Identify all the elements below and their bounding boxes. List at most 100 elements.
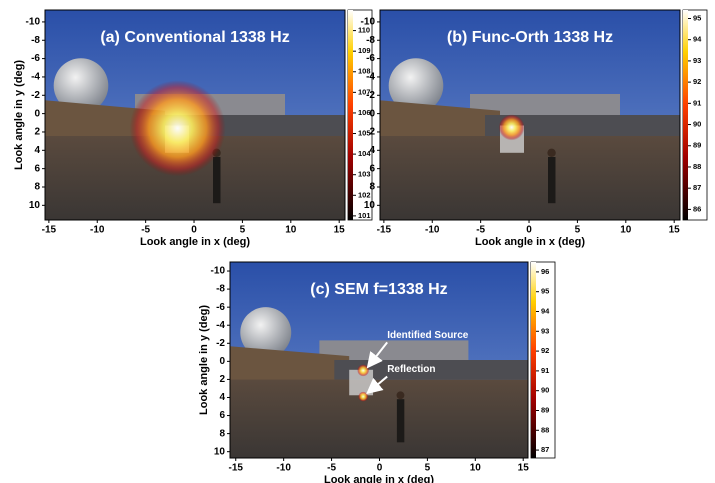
y-tick-label: 0 [369, 108, 375, 119]
x-tick-label: 0 [191, 225, 197, 236]
hill [230, 346, 350, 384]
wall [485, 115, 680, 136]
y-tick-label: -8 [31, 35, 40, 46]
colorbar-tick-label: 91 [693, 98, 701, 107]
annotation: Reflection [387, 364, 435, 375]
y-tick-label: -4 [31, 72, 40, 83]
colorbar-tick-label: 106 [358, 108, 371, 117]
y-tick-label: -6 [31, 53, 40, 64]
annotation-arrow [366, 375, 388, 395]
colorbar-tick-label: 101 [358, 211, 371, 220]
colorbar-tick-label: 90 [693, 120, 701, 129]
colorbar-tick-label: 96 [541, 267, 549, 276]
source-peak [357, 364, 370, 377]
person-head [396, 391, 405, 400]
y-tick-label: 0 [219, 356, 225, 367]
ground [230, 379, 528, 458]
x-tick-label: 15 [518, 463, 530, 474]
y-tick-label: 6 [219, 410, 225, 421]
panel-title: (c) SEM f=1338 Hz [310, 281, 447, 298]
y-tick-label: -4 [216, 320, 225, 331]
x-tick-label: 10 [285, 225, 297, 236]
person [548, 157, 556, 204]
y-tick-label: -4 [366, 72, 375, 83]
y-tick-label: -10 [361, 17, 376, 28]
colorbar-tick-label: 88 [693, 162, 701, 171]
x-axis-label: Look angle in x (deg) [324, 474, 434, 483]
annotation-arrow [366, 341, 388, 369]
x-tick-label: 5 [240, 225, 246, 236]
y-tick-label: -8 [216, 284, 225, 295]
y-tick-label: 2 [34, 127, 40, 138]
x-tick-label: -15 [42, 225, 57, 236]
y-tick-label: 2 [219, 374, 225, 385]
colorbar-tick-label: 107 [358, 87, 371, 96]
colorbar-tick-label: 102 [358, 190, 371, 199]
y-tick-label: -8 [366, 35, 375, 46]
dome [240, 307, 292, 359]
colorbar [531, 262, 536, 458]
y-tick-label: 8 [219, 428, 225, 439]
y-tick-label: 6 [369, 163, 375, 174]
colorbar-tick-label: 105 [358, 129, 371, 138]
annotation: Identified Source [387, 330, 469, 341]
plot-frame [379, 9, 681, 221]
x-tick-label: 5 [425, 463, 431, 474]
colorbar-tick-label: 87 [541, 445, 549, 454]
x-tick-label: -10 [425, 225, 440, 236]
colorbar-tick-label: 92 [693, 77, 701, 86]
colorbar-tick-label: 87 [693, 183, 701, 192]
y-tick-label: 10 [364, 200, 376, 211]
y-tick-label: -2 [216, 338, 225, 349]
colorbar [348, 10, 353, 220]
colorbar-tick-label: 88 [541, 425, 549, 434]
colorbar-tick-label: 86 [693, 204, 701, 213]
colorbar-tick-label: 110 [358, 26, 370, 35]
colorbar-tick-label: 89 [541, 405, 549, 414]
y-tick-label: -10 [26, 17, 41, 28]
colorbar-tick-label: 108 [358, 67, 371, 76]
y-tick-label: 6 [34, 163, 40, 174]
y-tick-label: 4 [369, 145, 375, 156]
plot-frame [44, 9, 346, 221]
y-tick-label: 0 [34, 108, 40, 119]
person [213, 157, 221, 204]
y-tick-label: 10 [29, 200, 41, 211]
colorbar-tick-label: 92 [541, 346, 549, 355]
colorbar-tick-label: 93 [541, 326, 549, 335]
dome [388, 58, 444, 113]
colorbar-tick-label: 93 [693, 56, 701, 65]
x-tick-label: 5 [575, 225, 581, 236]
x-axis-label: Look angle in x (deg) [140, 236, 250, 248]
colorbar [683, 10, 688, 220]
buildings [319, 340, 469, 364]
colorbar-tick-label: 95 [693, 13, 701, 22]
source-peak [129, 80, 226, 177]
person [396, 399, 405, 443]
y-tick-label: -2 [366, 90, 375, 101]
x-tick-label: -10 [90, 225, 105, 236]
x-tick-label: 0 [377, 463, 383, 474]
colorbar-tick-label: 91 [541, 366, 549, 375]
y-tick-label: 4 [219, 392, 225, 403]
y-tick-label: -2 [31, 90, 40, 101]
photo [45, 10, 345, 220]
x-tick-label: -10 [276, 463, 291, 474]
y-tick-label: 8 [369, 182, 375, 193]
x-tick-label: -5 [141, 225, 150, 236]
panel-title: (b) Func-Orth 1338 Hz [447, 29, 613, 46]
colorbar-tick-label: 103 [358, 170, 371, 179]
x-tick-label: 0 [526, 225, 532, 236]
x-tick-label: -15 [377, 225, 392, 236]
y-axis-label: Look angle in y (deg) [198, 305, 210, 415]
x-tick-label: -5 [476, 225, 485, 236]
colorbar-tick-label: 94 [541, 306, 550, 315]
hill [380, 100, 500, 141]
panel-title: (a) Conventional 1338 Hz [100, 29, 289, 46]
y-tick-label: 8 [34, 182, 40, 193]
y-tick-label: -10 [211, 266, 226, 277]
y-tick-label: -6 [366, 53, 375, 64]
colorbar-tick-label: 90 [541, 386, 549, 395]
x-tick-label: 10 [470, 463, 482, 474]
